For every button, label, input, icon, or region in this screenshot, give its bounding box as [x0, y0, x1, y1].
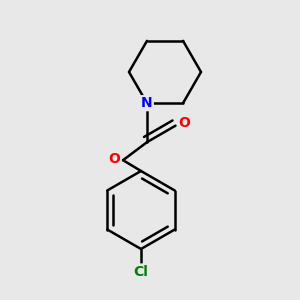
Text: O: O [178, 116, 190, 130]
Text: N: N [141, 96, 153, 110]
Text: Cl: Cl [134, 265, 148, 278]
Text: O: O [109, 152, 121, 166]
